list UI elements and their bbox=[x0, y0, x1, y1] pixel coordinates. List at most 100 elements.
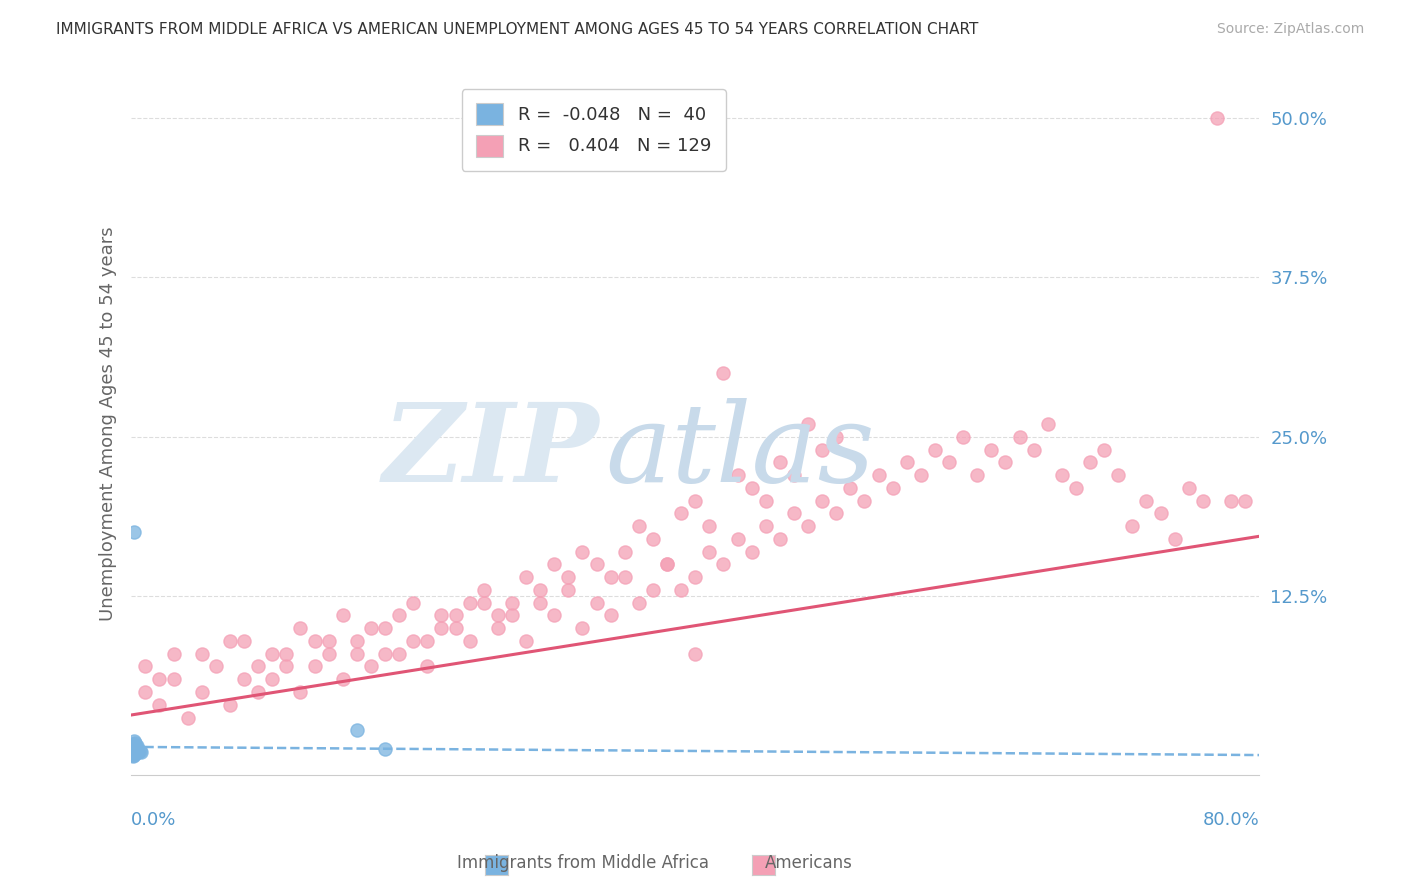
Point bbox=[669, 506, 692, 520]
Point bbox=[122, 747, 145, 762]
Point bbox=[811, 493, 834, 508]
Point bbox=[655, 558, 678, 572]
Point bbox=[627, 519, 650, 533]
Point bbox=[966, 468, 988, 483]
Point bbox=[444, 621, 467, 635]
Point bbox=[825, 430, 848, 444]
Point bbox=[388, 608, 411, 623]
Point bbox=[599, 608, 621, 623]
Point bbox=[276, 647, 298, 661]
Point bbox=[613, 570, 636, 584]
Point bbox=[124, 745, 146, 759]
Point bbox=[529, 596, 551, 610]
Point bbox=[1220, 493, 1243, 508]
Point bbox=[121, 747, 143, 762]
Point bbox=[882, 481, 904, 495]
Point bbox=[853, 493, 876, 508]
Point bbox=[1107, 468, 1129, 483]
Point bbox=[125, 739, 148, 753]
Point bbox=[162, 672, 184, 686]
Point bbox=[501, 608, 523, 623]
Point bbox=[122, 741, 145, 756]
Point bbox=[1121, 519, 1143, 533]
Point bbox=[125, 744, 148, 758]
Point bbox=[627, 596, 650, 610]
Point bbox=[122, 746, 145, 760]
Point bbox=[669, 582, 692, 597]
Point bbox=[121, 737, 143, 751]
Point bbox=[1036, 417, 1059, 431]
Point bbox=[755, 519, 778, 533]
Point bbox=[346, 723, 368, 738]
Point bbox=[994, 455, 1017, 469]
Point bbox=[1192, 493, 1215, 508]
Point bbox=[641, 532, 664, 546]
Point bbox=[683, 570, 706, 584]
Y-axis label: Unemployment Among Ages 45 to 54 years: Unemployment Among Ages 45 to 54 years bbox=[100, 227, 117, 622]
Point bbox=[318, 647, 340, 661]
Point bbox=[124, 742, 146, 756]
Point bbox=[699, 519, 721, 533]
Point bbox=[472, 596, 495, 610]
Text: Source: ZipAtlas.com: Source: ZipAtlas.com bbox=[1216, 22, 1364, 37]
Point bbox=[1064, 481, 1087, 495]
Point bbox=[124, 739, 146, 754]
Point bbox=[122, 525, 145, 540]
Point bbox=[374, 647, 396, 661]
Point bbox=[176, 710, 198, 724]
Point bbox=[124, 744, 146, 758]
Point bbox=[127, 745, 149, 759]
Point bbox=[416, 634, 439, 648]
Point bbox=[486, 608, 509, 623]
Point bbox=[127, 744, 149, 758]
Point bbox=[1022, 442, 1045, 457]
Point bbox=[247, 685, 270, 699]
Point bbox=[219, 634, 242, 648]
Point bbox=[783, 506, 806, 520]
Point bbox=[797, 417, 820, 431]
Text: ZIP: ZIP bbox=[382, 399, 599, 506]
Point bbox=[1149, 506, 1171, 520]
Point bbox=[360, 621, 382, 635]
Point bbox=[121, 742, 143, 756]
Point bbox=[797, 519, 820, 533]
Text: Americans: Americans bbox=[765, 855, 852, 872]
Point bbox=[825, 506, 848, 520]
Point bbox=[148, 672, 170, 686]
Point bbox=[430, 621, 453, 635]
Point bbox=[148, 698, 170, 712]
Point bbox=[129, 745, 152, 759]
Point bbox=[162, 647, 184, 661]
Point bbox=[374, 621, 396, 635]
Point bbox=[769, 532, 792, 546]
Point bbox=[1177, 481, 1199, 495]
Point bbox=[124, 745, 146, 759]
Point bbox=[346, 647, 368, 661]
Point bbox=[839, 481, 862, 495]
Point bbox=[980, 442, 1002, 457]
Point bbox=[233, 634, 256, 648]
Point bbox=[121, 748, 143, 763]
Point bbox=[190, 685, 212, 699]
Text: atlas: atlas bbox=[605, 399, 875, 506]
Point bbox=[755, 493, 778, 508]
Point bbox=[122, 744, 145, 758]
Point bbox=[1008, 430, 1031, 444]
Point bbox=[811, 442, 834, 457]
Point bbox=[458, 596, 481, 610]
Point bbox=[121, 745, 143, 759]
Point bbox=[134, 685, 156, 699]
Point bbox=[233, 672, 256, 686]
Point bbox=[515, 634, 537, 648]
Point bbox=[529, 582, 551, 597]
Point bbox=[938, 455, 960, 469]
Point bbox=[121, 744, 143, 758]
Point bbox=[741, 481, 763, 495]
Point bbox=[613, 544, 636, 558]
Point bbox=[122, 745, 145, 759]
Point bbox=[727, 468, 749, 483]
Point bbox=[1050, 468, 1073, 483]
Legend: R =  -0.048   N =  40, R =   0.404   N = 129: R = -0.048 N = 40, R = 0.404 N = 129 bbox=[461, 89, 725, 171]
Point bbox=[318, 634, 340, 648]
Point bbox=[121, 739, 143, 753]
